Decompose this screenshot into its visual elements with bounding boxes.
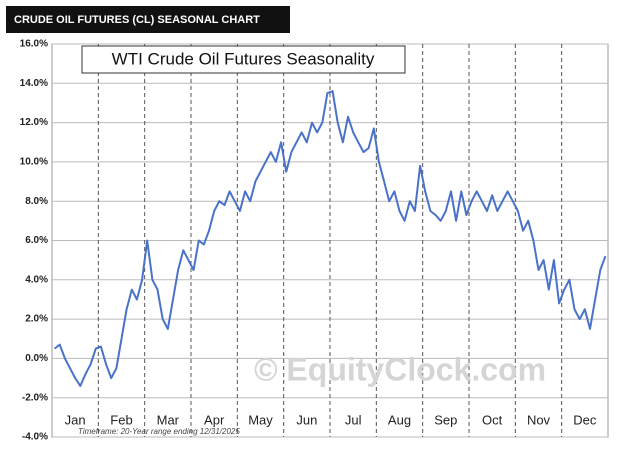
y-tick-label: 2.0% [25,314,48,325]
y-tick-label: 4.0% [25,274,48,285]
x-tick-label: Apr [204,412,225,427]
x-tick-label: Oct [482,412,503,427]
x-tick-label: Dec [573,412,597,427]
y-tick-label: -4.0% [22,432,48,443]
chart-title: WTI Crude Oil Futures Seasonality [112,49,375,68]
y-tick-label: 10.0% [20,157,48,168]
x-tick-label: Aug [388,412,411,427]
x-tick-label: May [248,412,273,427]
header-title: CRUDE OIL FUTURES (CL) SEASONAL CHART [14,14,260,26]
title-box [81,45,406,74]
y-tick-label: 8.0% [25,196,48,207]
x-tick-label: Jun [296,412,317,427]
y-tick-label: 6.0% [25,235,48,246]
y-tick-label: 14.0% [20,78,48,89]
seasonal-line [53,90,607,387]
watermark: © EquityClock.com [254,351,546,387]
y-tick-label: -2.0% [22,392,48,403]
x-tick-label: Nov [527,412,551,427]
x-tick-label: Sep [434,412,457,427]
x-tick-label: Jul [345,412,362,427]
x-tick-label: Jan [65,412,86,427]
header-bar [6,6,290,33]
y-tick-label: 16.0% [20,39,48,50]
footnote: Timeframe: 20-Year range ending 12/31/20… [78,427,240,436]
x-tick-label: Mar [157,412,180,427]
x-tick-label: Feb [110,412,132,427]
y-tick-label: 12.0% [20,117,48,128]
y-tick-label: 0.0% [25,353,48,364]
